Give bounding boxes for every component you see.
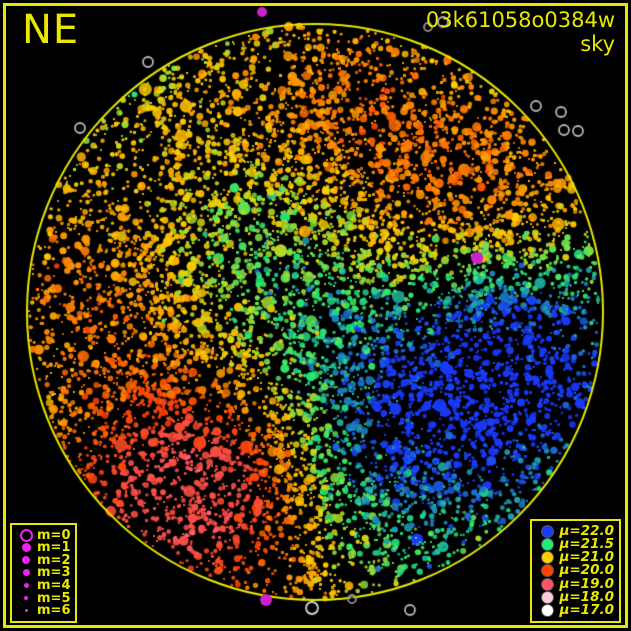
magnitude-swatch bbox=[17, 609, 35, 613]
mu-legend-label: μ=20.0 bbox=[559, 562, 614, 579]
filled-dot-icon bbox=[24, 596, 28, 601]
mu-color-swatch bbox=[537, 590, 557, 604]
magnitude-legend-row: m=2 bbox=[17, 554, 70, 567]
mu-legend-label: μ=21.0 bbox=[559, 549, 614, 566]
magnitude-legend-row: m=4 bbox=[17, 579, 70, 592]
magnitude-swatch bbox=[17, 556, 35, 565]
surface-brightness-legend: μ=22.0 μ=21.5 μ=21.0 μ=20.0 μ=19.0 μ=18.0 μ=17… bbox=[530, 518, 621, 623]
magnitude-legend-row: m=5 bbox=[17, 592, 70, 605]
filled-dot-icon bbox=[21, 543, 31, 553]
mu-legend-row: μ=21.5 bbox=[537, 535, 614, 552]
magnitude-legend-row: m=1 bbox=[17, 541, 70, 554]
mu-color-swatch bbox=[537, 551, 557, 565]
magnitude-legend-label: m=2 bbox=[37, 552, 71, 568]
magnitude-legend-row: m=6 bbox=[17, 604, 70, 617]
open-circle-icon bbox=[19, 528, 33, 542]
magnitude-legend-label: m=0 bbox=[37, 527, 71, 543]
magnitude-swatch bbox=[17, 528, 35, 542]
mu-legend-row: μ=18.0 bbox=[537, 588, 614, 605]
color-dot-icon bbox=[540, 603, 554, 617]
mu-legend-label: μ=22.0 bbox=[559, 522, 614, 539]
orientation-label: NE bbox=[22, 7, 80, 53]
color-dot-icon bbox=[540, 537, 554, 551]
magnitude-swatch bbox=[17, 583, 35, 589]
mu-legend-label: μ=17.0 bbox=[559, 601, 614, 618]
field-type-label: sky bbox=[580, 32, 615, 56]
mu-color-swatch bbox=[537, 603, 557, 617]
mu-color-swatch bbox=[537, 564, 557, 578]
mu-legend-label: μ=21.5 bbox=[559, 535, 614, 552]
magnitude-legend-label: m=4 bbox=[37, 578, 71, 594]
color-dot-icon bbox=[540, 577, 554, 591]
mu-legend-row: μ=22.0 bbox=[537, 522, 614, 539]
mu-legend-row: μ=19.0 bbox=[537, 575, 614, 592]
magnitude-legend-label: m=3 bbox=[37, 565, 71, 581]
filled-dot-icon bbox=[23, 583, 29, 589]
color-dot-icon bbox=[540, 590, 554, 604]
magnitude-swatch bbox=[17, 543, 35, 553]
field-id-label: 03k61058o0384w bbox=[425, 8, 615, 32]
magnitude-legend-label: m=6 bbox=[37, 603, 71, 619]
filled-dot-icon bbox=[22, 556, 30, 565]
mu-color-swatch bbox=[537, 524, 557, 538]
mu-legend-label: μ=18.0 bbox=[559, 588, 614, 605]
filled-dot-icon bbox=[24, 609, 28, 613]
magnitude-legend: m=0 m=1 m=2 m=3 m=4 m=5 m=6 bbox=[10, 522, 78, 623]
magnitude-legend-label: m=1 bbox=[37, 540, 71, 556]
magnitude-swatch bbox=[17, 569, 35, 577]
mu-color-swatch bbox=[537, 577, 557, 591]
filled-dot-icon bbox=[22, 569, 30, 577]
mu-legend-row: μ=17.0 bbox=[537, 601, 614, 618]
mu-legend-label: μ=19.0 bbox=[559, 575, 614, 592]
magnitude-legend-label: m=5 bbox=[37, 590, 71, 606]
color-dot-icon bbox=[540, 551, 554, 565]
magnitude-legend-row: m=3 bbox=[17, 565, 71, 581]
mu-color-swatch bbox=[537, 537, 557, 551]
magnitude-swatch bbox=[17, 596, 35, 601]
magnitude-legend-row: m=0 bbox=[17, 527, 71, 543]
title-block: 03k61058o0384w sky bbox=[426, 8, 615, 56]
mu-legend-row: μ=20.0 bbox=[537, 562, 614, 579]
color-dot-icon bbox=[540, 524, 554, 538]
mu-legend-row: μ=21.0 bbox=[537, 549, 614, 566]
color-dot-icon bbox=[540, 564, 554, 578]
